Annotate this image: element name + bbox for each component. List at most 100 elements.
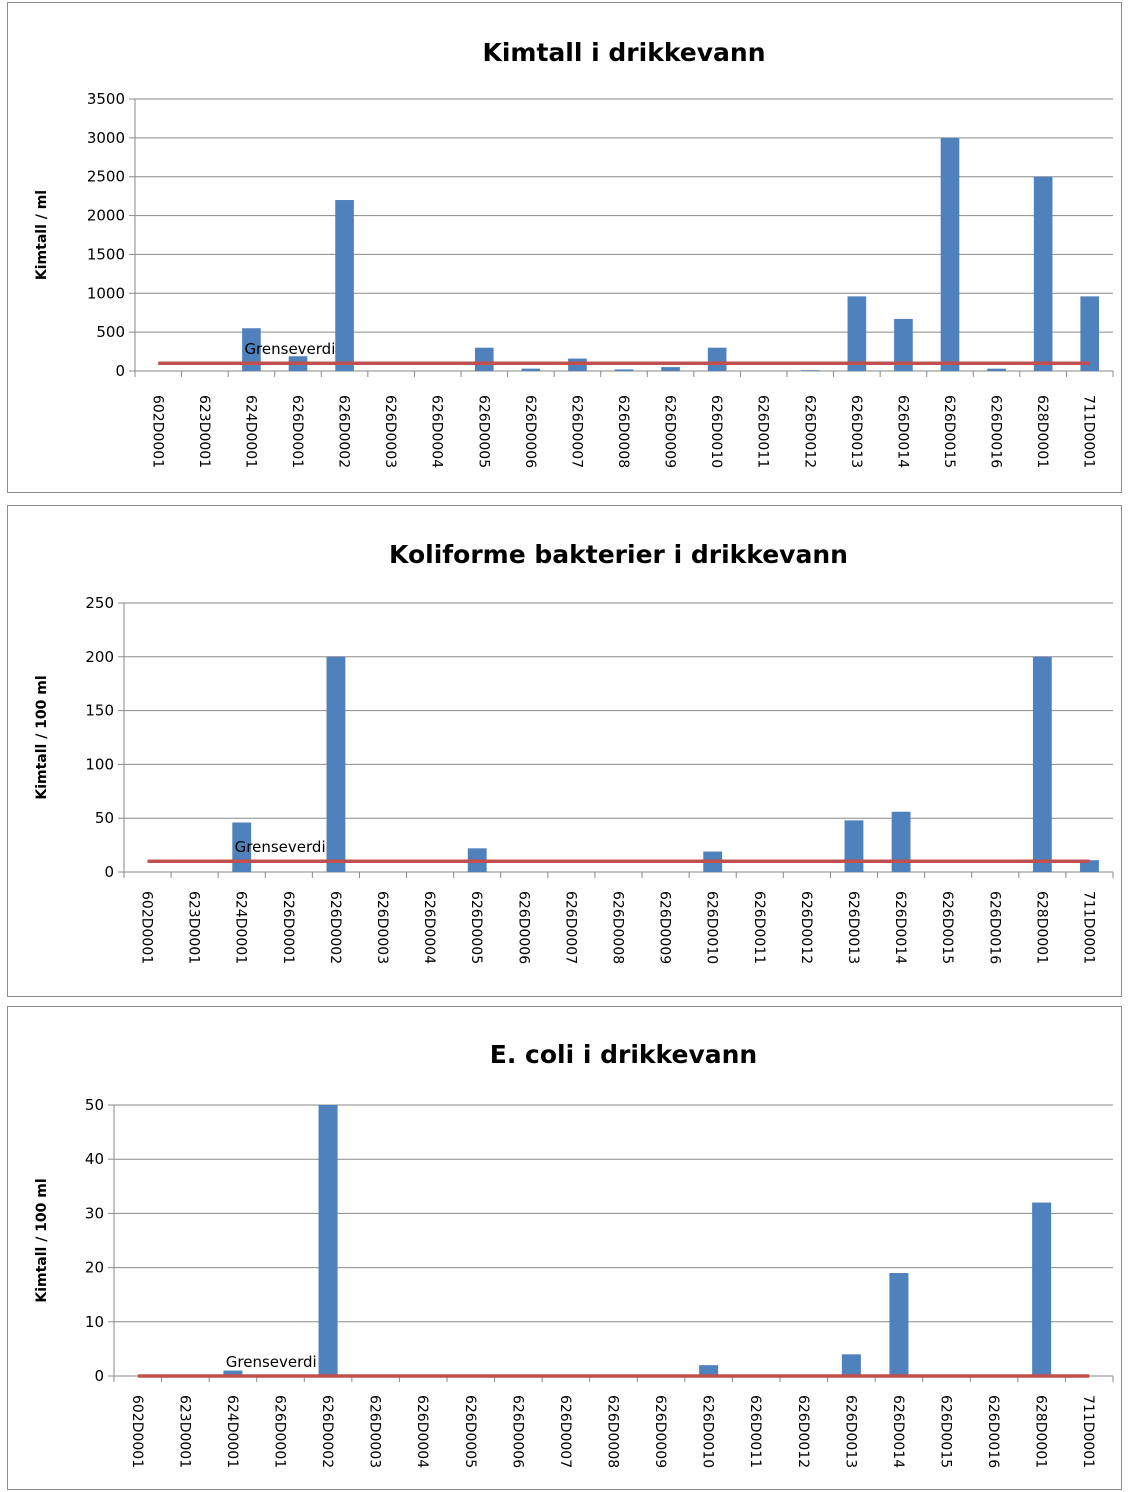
y-tick-label: 100 bbox=[85, 755, 114, 773]
x-category-label: 626D0001 bbox=[289, 395, 305, 468]
chart-svg-koliforme: Koliforme bakterier i drikkevann 0 50 100 15… bbox=[34, 540, 1114, 964]
y-tick-label: 3500 bbox=[87, 90, 125, 108]
x-category-label: 626D0015 bbox=[939, 891, 955, 964]
y-tick-label: 200 bbox=[85, 648, 114, 666]
x-category-label: 626D0005 bbox=[462, 1395, 478, 1468]
x-category-label: 626D0013 bbox=[848, 395, 864, 468]
bar-626D0009 bbox=[661, 367, 680, 371]
reference-line-label: Grenseverdi bbox=[244, 340, 335, 358]
x-category-label: 624D0001 bbox=[242, 395, 258, 468]
x-category-label: 626D0004 bbox=[429, 395, 445, 468]
x-category-label: 626D0015 bbox=[938, 1395, 954, 1468]
bar-626D0014 bbox=[889, 1273, 909, 1376]
x-category-label: 626D0015 bbox=[941, 395, 957, 468]
x-category-label: 626D0014 bbox=[894, 395, 910, 468]
x-category-label: 626D0003 bbox=[374, 891, 390, 964]
y-tick-label: 250 bbox=[85, 594, 114, 612]
x-category-label: 626D0006 bbox=[515, 891, 531, 964]
y-tick-label: 0 bbox=[115, 362, 125, 380]
x-category-label: 628D0001 bbox=[1033, 891, 1049, 964]
chart-panel-koliforme: Koliforme bakterier i drikkevann 0 50 100 15… bbox=[7, 505, 1122, 997]
x-category-label: 626D0006 bbox=[509, 1395, 525, 1468]
x-category-label: 626D0014 bbox=[892, 891, 908, 964]
x-category-label: 626D0010 bbox=[708, 395, 724, 468]
x-category-label: 626D0003 bbox=[367, 1395, 383, 1468]
x-category-label: 623D0001 bbox=[186, 891, 202, 964]
chart-svg-ecoli: E. coli i drikkevann 0 10 20 30 40 50 Kimtall /… bbox=[34, 1040, 1114, 1468]
chart-title: Koliforme bakterier i drikkevann bbox=[389, 540, 848, 569]
x-category-label: 626D0011 bbox=[755, 395, 771, 468]
y-tick-label: 2500 bbox=[87, 168, 125, 186]
chart-panel-ecoli: E. coli i drikkevann 0 10 20 30 40 50 Kimtall /… bbox=[7, 1006, 1122, 1490]
x-category-label: 626D0008 bbox=[615, 395, 631, 468]
bar-626D0013 bbox=[844, 820, 864, 872]
bar-626D0012 bbox=[800, 370, 820, 371]
x-category-label: 626D0007 bbox=[562, 891, 578, 964]
x-category-label: 626D0011 bbox=[747, 1395, 763, 1468]
bar-626D0016 bbox=[987, 368, 1006, 371]
y-tick-label: 150 bbox=[85, 702, 114, 720]
bar-626D0013 bbox=[847, 296, 867, 371]
y-tick-label: 0 bbox=[94, 1367, 104, 1385]
y-tick-label: 1000 bbox=[87, 284, 125, 302]
x-category-label: 626D0002 bbox=[319, 1395, 335, 1468]
x-category-label: 626D0008 bbox=[605, 1395, 621, 1468]
x-category-label: 626D0005 bbox=[475, 395, 491, 468]
y-tick-label: 2000 bbox=[87, 207, 125, 225]
y-tick-label: 3000 bbox=[87, 129, 125, 147]
x-category-label: 602D0001 bbox=[129, 1395, 145, 1468]
y-tick-label: 40 bbox=[85, 1150, 104, 1168]
x-category-label: 602D0001 bbox=[149, 395, 165, 468]
y-tick-label: 0 bbox=[104, 863, 114, 881]
x-category-label: 626D0012 bbox=[801, 395, 817, 468]
bar-628D0001 bbox=[1033, 176, 1053, 371]
x-category-label: 602D0001 bbox=[139, 891, 155, 964]
x-category-label: 626D0016 bbox=[986, 891, 1002, 964]
chart-svg-kimtall: Kimtall i drikkevann 0 500 1000 1500 2000 2500… bbox=[34, 38, 1114, 468]
x-category-label: 626D0006 bbox=[522, 395, 538, 468]
x-category-label: 626D0008 bbox=[610, 891, 626, 964]
y-tick-label: 20 bbox=[85, 1259, 104, 1277]
bar-626D0014 bbox=[891, 811, 911, 872]
x-category-label: 626D0007 bbox=[557, 1395, 573, 1468]
bar-626D0002 bbox=[326, 656, 346, 872]
x-category-label: 626D0002 bbox=[327, 891, 343, 964]
x-category-label: 626D0007 bbox=[568, 395, 584, 468]
x-category-label: 626D0013 bbox=[842, 1395, 858, 1468]
x-category-label: 626D0013 bbox=[845, 891, 861, 964]
x-category-label: 626D0002 bbox=[336, 395, 352, 468]
y-tick-label: 50 bbox=[85, 1096, 104, 1114]
bar-711D0001 bbox=[1080, 860, 1099, 872]
x-category-label: 711D0001 bbox=[1080, 891, 1096, 964]
bar-626D0014 bbox=[894, 318, 913, 371]
x-category-label: 624D0001 bbox=[224, 1395, 240, 1468]
chart-panel-kimtall: Kimtall i drikkevann 0 500 1000 1500 2000 2500… bbox=[7, 2, 1122, 493]
x-category-label: 626D0001 bbox=[272, 1395, 288, 1468]
y-axis-label: Kimtall / 100 ml bbox=[34, 675, 50, 799]
x-category-label: 626D0011 bbox=[751, 891, 767, 964]
x-category-label: 626D0016 bbox=[988, 395, 1004, 468]
x-category-label: 711D0001 bbox=[1080, 1395, 1096, 1468]
x-category-label: 626D0004 bbox=[421, 891, 437, 964]
y-tick-label: 1500 bbox=[87, 245, 125, 263]
x-category-label: 626D0004 bbox=[414, 1395, 430, 1468]
bar-626D0002 bbox=[318, 1105, 338, 1376]
y-axis-label: Kimtall / 100 ml bbox=[34, 1178, 50, 1302]
x-category-label: 711D0001 bbox=[1081, 395, 1097, 468]
x-category-label: 626D0009 bbox=[652, 1395, 668, 1468]
chart-title: Kimtall i drikkevann bbox=[482, 38, 765, 67]
y-tick-label: 500 bbox=[96, 323, 125, 341]
reference-line-label: Grenseverdi bbox=[235, 838, 326, 856]
bar-626D0005 bbox=[474, 347, 494, 371]
y-axis-label: Kimtall / ml bbox=[34, 190, 50, 280]
bar-626D0010 bbox=[699, 1365, 719, 1376]
x-category-label: 628D0001 bbox=[1034, 395, 1050, 468]
x-category-label: 623D0001 bbox=[176, 1395, 192, 1468]
bar-626D0015 bbox=[940, 137, 960, 371]
bar-626D0010 bbox=[707, 347, 727, 371]
x-category-label: 626D0003 bbox=[382, 395, 398, 468]
x-category-label: 628D0001 bbox=[1033, 1395, 1049, 1468]
x-category-label: 626D0005 bbox=[468, 891, 484, 964]
bar-624D0001 bbox=[223, 1370, 243, 1376]
y-tick-label: 10 bbox=[85, 1313, 104, 1331]
